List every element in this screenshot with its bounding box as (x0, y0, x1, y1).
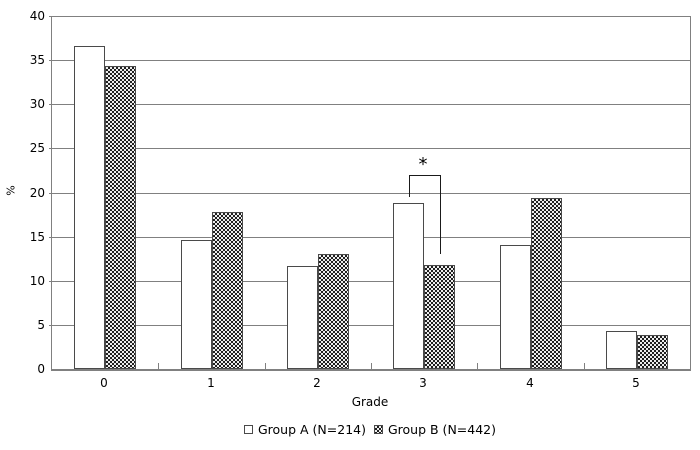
y-axis-tick-10 (49, 280, 52, 282)
legend-swatch-group-a-icon (243, 425, 253, 434)
plot-area: * (49, 16, 691, 371)
y-tick-label-20: 20 (29, 185, 45, 200)
y-axis-tick-25 (49, 148, 52, 150)
x-axis-boundary-tick-5 (584, 363, 585, 369)
x-axis-boundary-tick-4 (477, 363, 478, 369)
x-tick-label-3: 3 (419, 376, 427, 390)
bar-group-b-grade-3 (424, 265, 455, 369)
legend-label-group-b: Group B (N=442) (387, 422, 496, 437)
y-tick-label-0: 0 (37, 362, 45, 376)
y-axis-tick-35 (49, 60, 52, 62)
y-axis-tick-5 (49, 324, 52, 326)
bar-group-a-grade-3 (393, 203, 424, 369)
significance-bracket-top (409, 175, 441, 176)
bar-group-b-grade-1 (212, 212, 243, 369)
x-axis-title: Grade (351, 395, 389, 409)
y-tick-label-25: 25 (29, 141, 45, 156)
y-axis-tick-30 (49, 104, 52, 106)
legend-item-group-a: Group A (N=214) (243, 422, 366, 437)
gridline-5 (52, 324, 690, 326)
significance-asterisk: * (418, 154, 428, 175)
gridline-10 (52, 280, 690, 282)
x-axis-boundary-tick-2 (265, 363, 266, 369)
x-tick-label-5: 5 (632, 376, 640, 390)
significance-bracket-left-leg (409, 175, 410, 197)
legend-swatch-group-b-icon (373, 425, 383, 434)
y-tick-label-15: 15 (29, 229, 45, 244)
gridline-25 (52, 148, 690, 150)
y-axis-tick-15 (49, 236, 52, 238)
bar-group-a-grade-5 (606, 331, 637, 369)
x-tick-label-4: 4 (526, 376, 534, 390)
bar-group-a-grade-2 (287, 266, 318, 369)
bar-group-b-grade-5 (637, 335, 668, 369)
legend-label-group-a: Group A (N=214) (257, 422, 366, 437)
bar-group-b-grade-2 (318, 254, 349, 369)
bar-group-a-grade-4 (500, 245, 531, 369)
y-axis-tick-40 (49, 16, 52, 17)
gridline-40 (52, 16, 690, 17)
bar-group-a-grade-0 (74, 46, 105, 369)
x-axis-boundary-tick-1 (158, 363, 159, 369)
legend: Group A (N=214) Group B (N=442) (51, 422, 689, 437)
gridline-30 (52, 104, 690, 106)
legend-item-group-b: Group B (N=442) (373, 422, 496, 437)
gridline-20 (52, 192, 690, 194)
y-tick-label-30: 30 (29, 97, 45, 112)
x-tick-label-0: 0 (100, 376, 108, 390)
y-tick-label-5: 5 (37, 317, 45, 332)
bar-group-a-grade-1 (181, 240, 212, 369)
gridline-35 (52, 60, 690, 62)
significance-bracket-right-leg (440, 175, 441, 254)
gridline-15 (52, 236, 690, 238)
x-axis-boundary-tick-3 (371, 363, 372, 369)
bar-group-b-grade-4 (531, 198, 562, 369)
y-axis-tick-20 (49, 192, 52, 194)
y-tick-label-40: 40 (29, 9, 45, 23)
x-tick-label-1: 1 (207, 376, 215, 390)
y-tick-label-35: 35 (29, 53, 45, 68)
bar-group-b-grade-0 (105, 66, 136, 369)
x-tick-label-2: 2 (313, 376, 321, 390)
y-tick-label-10: 10 (29, 273, 45, 288)
